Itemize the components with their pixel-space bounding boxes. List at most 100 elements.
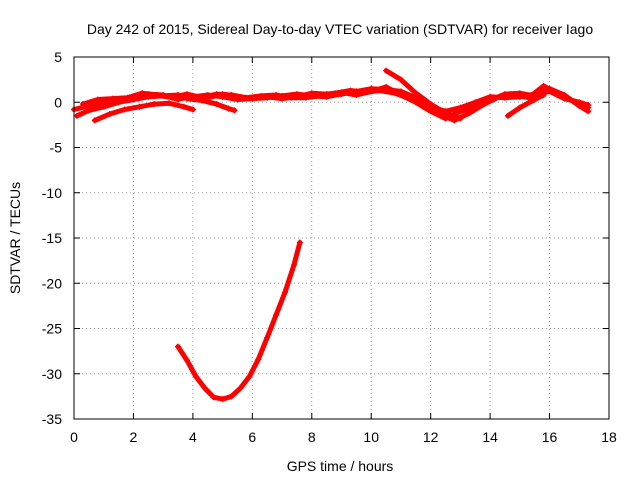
data-point xyxy=(85,107,92,114)
y-tick-label: -30 xyxy=(42,366,62,382)
data-point xyxy=(383,67,390,74)
series-track-deep-dip xyxy=(175,239,303,403)
data-point xyxy=(225,105,232,112)
x-tick-label: 2 xyxy=(130,429,138,445)
data-point xyxy=(504,112,511,119)
y-axis-label: SDTVAR / TECUs xyxy=(7,182,23,294)
series-track-main-3 xyxy=(79,82,592,124)
tick-marks xyxy=(73,56,610,420)
x-tick-label: 8 xyxy=(308,429,316,445)
data-point xyxy=(377,87,384,94)
series-line xyxy=(505,92,547,119)
data-point xyxy=(302,94,309,101)
x-tick-label: 0 xyxy=(70,429,78,445)
data-point xyxy=(457,108,464,115)
data-point xyxy=(169,94,176,101)
data-point xyxy=(296,239,303,246)
data-point xyxy=(427,101,434,108)
data-point xyxy=(258,92,265,99)
data-point xyxy=(79,101,86,108)
x-tick-label: 12 xyxy=(423,429,439,445)
data-point xyxy=(243,94,250,101)
data-point xyxy=(287,94,294,101)
data-point xyxy=(332,90,339,97)
data-point xyxy=(210,394,217,401)
data-point xyxy=(406,95,413,102)
y-tick-label: -15 xyxy=(42,230,62,246)
y-tick-label: 0 xyxy=(54,94,62,110)
data-point xyxy=(91,117,98,124)
data-point xyxy=(124,94,131,101)
data-point xyxy=(255,356,262,363)
data-point xyxy=(362,89,369,96)
x-axis-label: GPS time / hours xyxy=(287,458,394,474)
data-point xyxy=(347,87,354,94)
y-tick-label: -5 xyxy=(50,140,63,156)
data-point xyxy=(219,396,226,403)
data-point xyxy=(525,94,532,101)
data-point xyxy=(121,106,128,113)
data-point xyxy=(228,393,235,400)
data-point xyxy=(457,115,464,122)
data-point xyxy=(151,101,158,108)
y-tick-label: -10 xyxy=(42,185,62,201)
data-point xyxy=(282,289,289,296)
data-point xyxy=(397,76,404,83)
y-tick-label: 5 xyxy=(54,49,62,65)
data-point xyxy=(154,92,161,99)
data-point xyxy=(201,385,208,392)
data-point xyxy=(175,343,182,350)
data-point xyxy=(510,92,517,99)
data-point xyxy=(213,91,220,98)
data-point xyxy=(540,92,547,99)
series-line xyxy=(383,68,463,121)
data-point xyxy=(192,373,199,380)
data-point xyxy=(516,104,523,111)
data-point xyxy=(139,90,146,97)
data-point xyxy=(570,98,577,105)
data-point xyxy=(273,311,280,318)
data-point xyxy=(540,82,547,89)
x-tick-label: 10 xyxy=(363,429,379,445)
data-point xyxy=(496,93,503,100)
x-tick-label: 4 xyxy=(189,429,197,445)
data-point xyxy=(180,103,187,110)
data-point xyxy=(109,95,116,102)
chart-title: Day 242 of 2015, Sidereal Day-to-day VTE… xyxy=(87,21,594,37)
data-point xyxy=(317,92,324,99)
data-point xyxy=(421,103,428,110)
data-point xyxy=(412,90,419,97)
y-tick-label: -25 xyxy=(42,321,62,337)
data-point xyxy=(237,385,244,392)
data-point xyxy=(273,92,280,99)
x-tick-label: 14 xyxy=(482,429,498,445)
data-point xyxy=(531,96,538,103)
grid xyxy=(74,57,609,419)
data-point xyxy=(198,97,205,104)
data-point xyxy=(555,91,562,98)
y-tick-label: -20 xyxy=(42,275,62,291)
series-track-falling-right xyxy=(504,92,547,119)
data-point xyxy=(213,101,220,108)
data-point xyxy=(94,96,101,103)
x-tick-label: 18 xyxy=(601,429,617,445)
series-track-rising-right xyxy=(383,67,464,122)
data-point xyxy=(189,106,196,113)
data-point xyxy=(100,103,107,110)
series-track-lower-left xyxy=(91,100,196,124)
data-point xyxy=(264,334,271,341)
data-point xyxy=(106,111,113,118)
data-point xyxy=(392,90,398,97)
data-point xyxy=(183,357,190,364)
data-point xyxy=(136,103,143,110)
x-tick-label: 16 xyxy=(542,429,558,445)
data-point xyxy=(585,104,592,111)
data-point xyxy=(246,373,253,380)
data-point xyxy=(383,83,390,90)
data-point xyxy=(228,92,235,99)
data-point xyxy=(183,95,190,102)
data-point xyxy=(442,110,449,117)
data-point xyxy=(481,101,488,108)
